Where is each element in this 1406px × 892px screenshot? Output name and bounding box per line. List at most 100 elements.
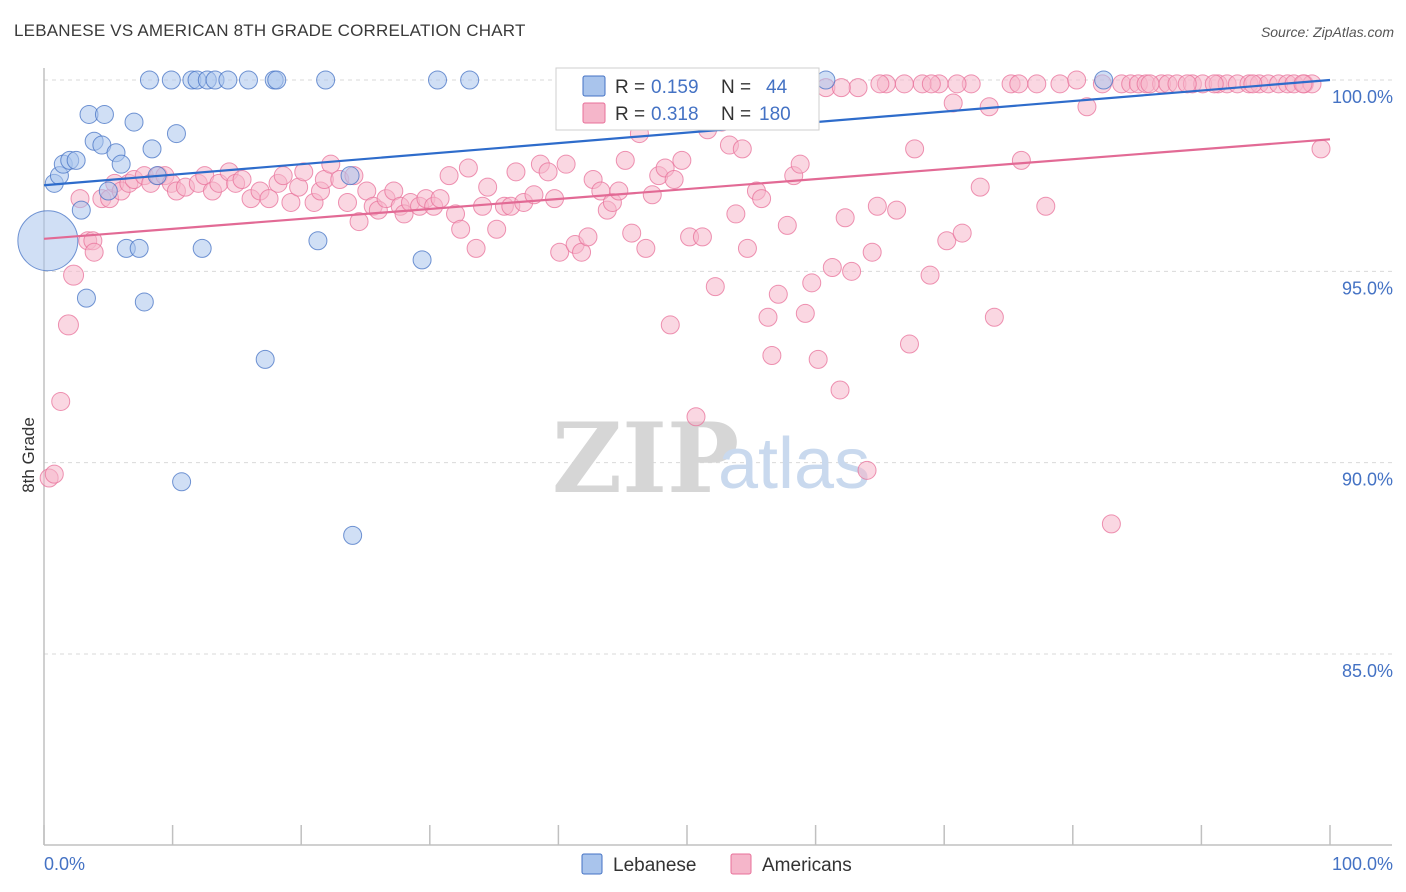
americans-point: [550, 242, 570, 262]
americans-point: [842, 261, 862, 281]
y-tick-label: 90.0%: [1342, 470, 1393, 490]
americans-point: [349, 212, 369, 232]
legend-r-label-2: R =: [615, 104, 645, 125]
chart-title: LEBANESE VS AMERICAN 8TH GRADE CORRELATI…: [14, 21, 526, 40]
legend-box: R = 0.159 N = 44 R = 0.318 N = 180: [555, 67, 820, 131]
americans-point: [664, 169, 684, 189]
legend-n-value-lebanese: 44: [766, 77, 788, 98]
y-tick-label: 95.0%: [1342, 278, 1393, 298]
americans-point: [802, 273, 822, 293]
americans-point: [1009, 74, 1029, 94]
americans-point: [51, 391, 71, 411]
y-axis-label: 8th Grade: [19, 417, 38, 493]
americans-point: [622, 223, 642, 243]
americans-point: [894, 74, 914, 94]
americans-point: [848, 78, 868, 98]
americans-point: [887, 200, 907, 220]
legend-r-value-lebanese: 0.159: [651, 77, 699, 98]
lebanese-point: [412, 250, 432, 270]
lebanese-point: [218, 70, 238, 90]
americans-point: [867, 196, 887, 216]
legend-r-value-americans: 0.318: [651, 104, 699, 125]
x-tick-labels: 0.0% 100.0%: [44, 854, 1393, 874]
lebanese-point: [129, 238, 149, 258]
americans-point: [762, 346, 782, 366]
lebanese-point: [1094, 70, 1114, 90]
lebanese-point: [124, 112, 144, 132]
axes: [43, 68, 1392, 846]
lebanese-point: [94, 104, 114, 124]
legend-swatch-lebanese: [582, 75, 606, 97]
legend-n-label-1: N =: [721, 77, 751, 98]
lebanese-point: [139, 70, 159, 90]
americans-point: [777, 215, 797, 235]
americans-point: [752, 189, 772, 209]
americans-trend-line: [43, 138, 1331, 240]
watermark-atlas: atlas: [718, 424, 870, 504]
americans-point: [1101, 514, 1121, 534]
americans-point: [1011, 150, 1031, 170]
y-tick-labels: 85.0% 90.0% 95.0% 100.0%: [1332, 87, 1393, 681]
americans-point: [466, 238, 486, 258]
americans-point: [831, 78, 851, 98]
americans-point: [692, 227, 712, 247]
americans-point: [458, 158, 478, 178]
lebanese-point: [134, 292, 154, 312]
americans-point: [337, 192, 357, 212]
x-tick-label-min: 0.0%: [44, 854, 85, 874]
grid-lines: [44, 79, 1392, 655]
lebanese-point: [76, 288, 96, 308]
legend-r-label-1: R =: [615, 77, 645, 98]
bottom-legend-swatch-lebanese: [581, 853, 603, 875]
americans-point: [660, 315, 680, 335]
americans-point: [478, 177, 498, 197]
americans-point: [578, 227, 598, 247]
americans-point: [609, 181, 629, 201]
americans-point: [970, 177, 990, 197]
americans-point: [947, 74, 967, 94]
americans-point: [686, 407, 706, 427]
americans-point: [905, 139, 925, 159]
lebanese-point: [316, 70, 336, 90]
bottom-legend-swatch-americans: [730, 853, 752, 875]
americans-point: [857, 460, 877, 480]
americans-point: [835, 208, 855, 228]
americans-point: [943, 93, 963, 113]
americans-point: [808, 349, 828, 369]
lebanese-point: [255, 349, 275, 369]
americans-point: [830, 380, 850, 400]
lebanese-point: [71, 200, 91, 220]
watermark-zip: ZIP: [552, 402, 739, 515]
lebanese-point: [308, 231, 328, 251]
americans-point: [294, 162, 314, 182]
americans-point: [984, 307, 1004, 327]
lebanese-point: [166, 124, 186, 144]
americans-point: [281, 192, 301, 212]
americans-point: [1027, 74, 1047, 94]
lebanese-point: [142, 139, 162, 159]
americans-point: [273, 166, 293, 186]
americans-point: [615, 150, 635, 170]
americans-point: [1177, 74, 1197, 94]
americans-point: [538, 162, 558, 182]
americans-point: [822, 258, 842, 278]
legend-swatch-americans: [582, 102, 606, 124]
americans-point: [1311, 139, 1331, 159]
americans-point: [870, 74, 890, 94]
lebanese-point: [161, 70, 181, 90]
watermark: ZIP atlas: [552, 402, 870, 515]
americans-point: [556, 154, 576, 174]
americans-point: [672, 150, 692, 170]
americans-point: [63, 264, 85, 286]
americans-point: [524, 185, 544, 205]
lebanese-point: [238, 70, 258, 90]
americans-point: [439, 166, 459, 186]
americans-point: [921, 74, 941, 94]
bottom-legend-americans: Americans: [762, 855, 852, 876]
bottom-legend: Lebanese Americans: [581, 853, 852, 876]
americans-point: [84, 242, 104, 262]
americans-point: [862, 242, 882, 262]
americans-point: [451, 219, 471, 239]
americans-point: [952, 223, 972, 243]
